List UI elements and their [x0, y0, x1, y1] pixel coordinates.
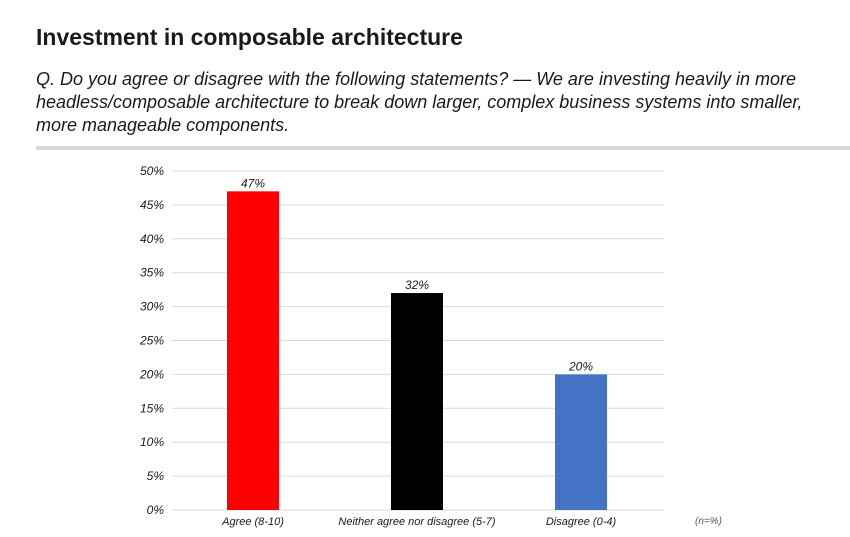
y-tick-label: 50% — [140, 164, 164, 178]
y-tick-label: 15% — [140, 401, 164, 415]
y-tick-label: 45% — [140, 198, 164, 212]
y-tick-label: 40% — [140, 232, 164, 246]
y-tick-label: 0% — [147, 503, 165, 517]
y-tick-label: 30% — [140, 300, 164, 314]
y-tick-label: 35% — [140, 266, 164, 280]
page-title: Investment in composable architecture — [36, 24, 463, 50]
y-axis-ticks: 0% 5% 10% 15% 20% 25% 30% 35% 40% 45% 50% — [139, 164, 164, 517]
x-category-label: Neither agree nor disagree (5-7) — [338, 516, 495, 528]
x-category-label: Agree (8-10) — [221, 516, 284, 528]
y-tick-label: 20% — [139, 367, 164, 381]
bar-3 — [555, 374, 607, 510]
x-axis-categories: Agree (8-10) Neither agree nor disagree (… — [221, 516, 616, 528]
data-label: 20% — [568, 359, 593, 373]
y-tick-label: 25% — [139, 334, 164, 348]
y-tick-label: 10% — [140, 435, 164, 449]
header-divider — [36, 146, 850, 150]
data-label: 47% — [241, 176, 265, 190]
survey-question: Q. Do you agree or disagree with the fol… — [36, 69, 803, 135]
bars: 47% 32% 20% — [227, 176, 607, 510]
data-label: 32% — [405, 278, 429, 292]
sample-note: (n=%) — [695, 516, 722, 527]
y-tick-label: 5% — [147, 469, 165, 483]
bar-1 — [227, 191, 279, 510]
x-category-label: Disagree (0-4) — [546, 516, 617, 528]
bar-2 — [391, 293, 443, 510]
